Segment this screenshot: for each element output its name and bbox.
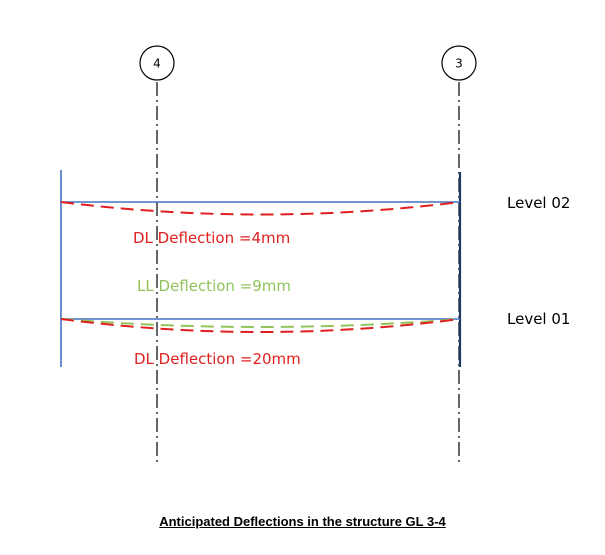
grid-bubble-3 <box>441 45 477 81</box>
ll-deflection-label-level-01: LL Deflection =9mm <box>137 277 291 295</box>
level-02-label: Level 02 <box>507 194 570 212</box>
grid-label-4: 4 <box>153 57 161 71</box>
level-01-label: Level 01 <box>507 310 570 328</box>
grid-line-3: 3 <box>441 45 477 465</box>
dl-deflection-curve-level-01 <box>60 318 461 333</box>
grid-line-4: 4 <box>139 45 175 465</box>
grid-bubble-4 <box>139 45 175 81</box>
dl-deflection-label-level-01: DL Deflection =20mm <box>134 350 301 368</box>
dl-deflection-label-level-02: DL Deflection =4mm <box>133 229 290 247</box>
dl-deflection-curve-level-02 <box>60 201 461 216</box>
diagram-caption: Anticipated Deflections in the structure… <box>159 514 446 529</box>
ll-deflection-curve-level-01 <box>60 318 461 328</box>
grid-label-3: 3 <box>455 57 463 71</box>
